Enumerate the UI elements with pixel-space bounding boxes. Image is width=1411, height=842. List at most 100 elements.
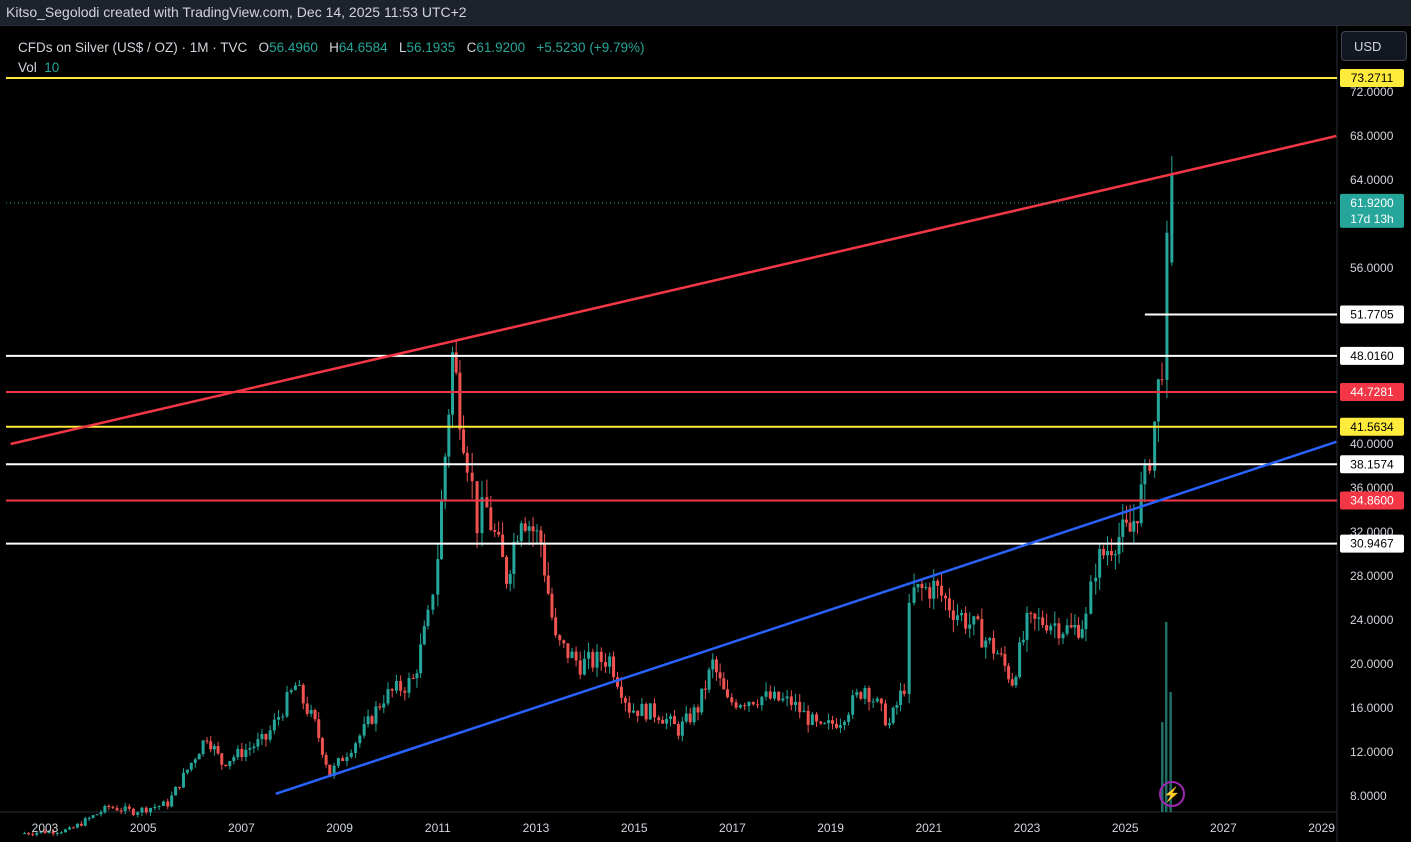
candle-body — [648, 703, 652, 720]
candle-body — [789, 696, 793, 706]
candle-body — [608, 656, 612, 667]
trendline-resistance — [10, 134, 1337, 446]
candle-body — [1148, 463, 1152, 471]
level-label-41.5634: 41.5634 — [1350, 420, 1394, 434]
lightning-icon[interactable]: ⚡ — [1159, 781, 1185, 807]
level-label-30.9467: 30.9467 — [1350, 537, 1394, 551]
candle-body — [1073, 624, 1077, 628]
candle-body — [475, 481, 479, 534]
candle-body — [823, 723, 827, 725]
candle-body — [619, 686, 623, 698]
candle-body — [781, 698, 785, 701]
candle-body — [1021, 639, 1025, 643]
y-tick-28.0000: 28.0000 — [1350, 569, 1394, 583]
candle-body — [228, 761, 232, 766]
candle-body — [834, 723, 838, 728]
candle-body — [103, 805, 107, 813]
candle-body — [1084, 613, 1088, 630]
candle-body — [485, 497, 489, 508]
candle-body — [888, 723, 892, 726]
candle-body — [205, 740, 209, 742]
candle-body — [161, 801, 165, 806]
candle-body — [943, 595, 947, 599]
candle-body — [562, 640, 566, 644]
candle-body — [83, 818, 87, 826]
level-label-bg-51.7705 — [1340, 305, 1404, 324]
candle-body — [582, 658, 586, 675]
candle-body — [1128, 522, 1132, 532]
candle-body — [751, 702, 755, 705]
candle-body — [912, 587, 916, 603]
level-label-bg-44.7281 — [1340, 382, 1404, 401]
candle-body — [760, 696, 764, 706]
candle-body — [867, 688, 871, 702]
x-tick-2027: 2027 — [1210, 821, 1237, 835]
candle-body — [345, 756, 349, 762]
candle-body — [501, 534, 505, 557]
candle-body — [458, 372, 462, 430]
legend-line-1: CFDs on Silver (US$ / OZ) · 1M · TVC O56… — [18, 38, 644, 58]
candle-body — [859, 692, 863, 699]
candle-body — [1153, 421, 1157, 471]
candle-body — [591, 652, 595, 668]
candle-body — [688, 713, 692, 723]
legend-open-label: O — [258, 40, 270, 55]
x-tick-2023: 2023 — [1014, 821, 1041, 835]
candle-body — [1102, 549, 1106, 556]
candle-body — [1069, 625, 1073, 628]
candle-body — [1080, 629, 1084, 638]
legend-symbol[interactable]: CFDs on Silver (US$ / OZ) · 1M · TVC — [18, 40, 248, 55]
candle-body — [212, 746, 216, 750]
level-label-73.2711: 73.2711 — [1351, 71, 1394, 85]
candle-body — [123, 806, 127, 811]
candle-body — [871, 701, 875, 703]
candle-body — [680, 721, 684, 736]
candle-body — [178, 786, 182, 788]
candle-body — [411, 677, 415, 679]
candle-body — [1029, 612, 1033, 614]
candle-body — [1077, 624, 1081, 638]
candle-body — [1109, 550, 1113, 556]
candle-body — [47, 831, 51, 834]
candle-body — [1132, 521, 1136, 532]
candle-body — [1106, 550, 1110, 556]
candle-body — [439, 500, 443, 560]
candle-body — [136, 812, 140, 815]
candle-body — [209, 741, 213, 750]
candle-body — [1061, 633, 1065, 639]
candle-body — [422, 626, 426, 645]
candle-body — [140, 807, 144, 813]
candle-body — [505, 556, 509, 584]
candle-body — [951, 610, 955, 621]
candle-body — [185, 769, 189, 773]
candle-body — [964, 613, 968, 629]
candle-body — [193, 759, 197, 763]
candle-body — [454, 352, 458, 373]
candle-body — [115, 808, 119, 811]
candle-body — [320, 738, 324, 755]
candle-body — [415, 673, 419, 679]
currency-button[interactable]: USD — [1341, 31, 1407, 61]
candle-body — [558, 635, 562, 641]
candle-body — [627, 702, 631, 713]
candle-body — [1098, 549, 1102, 578]
volume-bar — [1164, 622, 1168, 812]
candle-body — [936, 580, 940, 586]
symbol-legend: CFDs on Silver (US$ / OZ) · 1M · TVC O56… — [18, 38, 644, 78]
candle-body — [523, 523, 527, 531]
candle-body — [535, 530, 539, 532]
candle-body — [692, 707, 696, 723]
candle-body — [940, 585, 944, 596]
x-tick-2025: 2025 — [1112, 821, 1139, 835]
candle-body — [51, 831, 55, 834]
candle-body — [764, 691, 768, 697]
candle-body — [489, 507, 493, 531]
candle-body — [1117, 536, 1121, 555]
candle-body — [328, 764, 332, 776]
candle-body — [703, 688, 707, 690]
candle-body — [465, 452, 469, 473]
candle-body — [738, 705, 742, 708]
candle-body — [684, 713, 688, 722]
y-tick-20.0000: 20.0000 — [1350, 657, 1394, 671]
